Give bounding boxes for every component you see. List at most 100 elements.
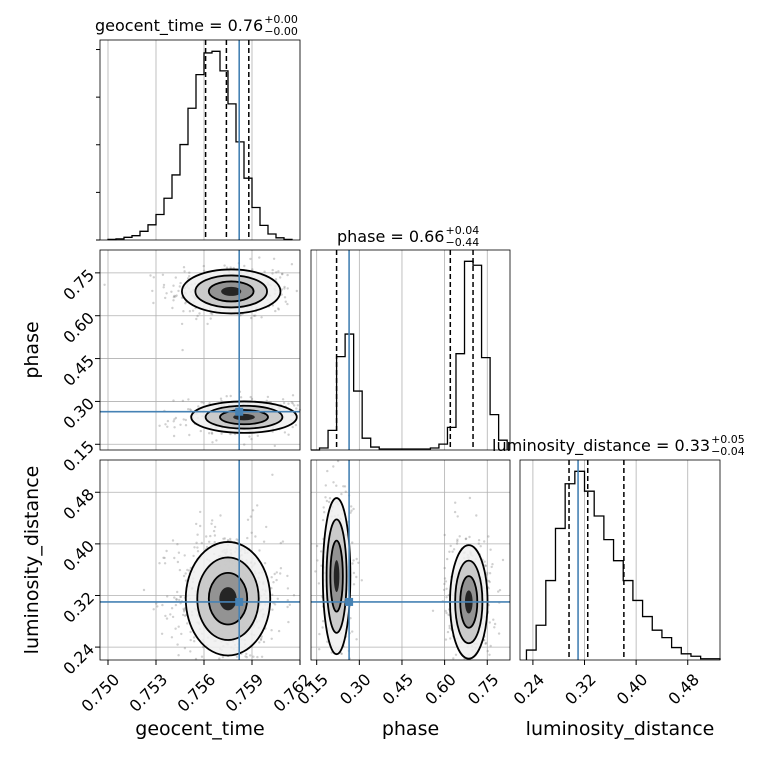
panel-frame: [99, 459, 301, 661]
x-tick-label: 0.60: [421, 670, 460, 709]
title-phase: phase = 0.66 +0.04−0.44: [337, 224, 479, 249]
scatter-point: [355, 575, 358, 579]
scatter-point: [360, 579, 363, 582]
title-plus: +0.00: [264, 13, 298, 26]
scatter-point: [220, 399, 223, 403]
truth-marker: [345, 597, 354, 606]
scatter-point: [250, 397, 254, 401]
x-tick-label: 0.45: [379, 670, 418, 709]
scatter-point: [352, 571, 356, 575]
scatter-point: [493, 622, 497, 626]
scatter-point: [349, 617, 352, 620]
x-axis-label-phase: phase: [382, 718, 439, 740]
scatter-point: [183, 270, 186, 273]
scatter-point: [164, 614, 167, 618]
scatter-point: [444, 609, 447, 613]
scatter-point: [193, 546, 196, 549]
scatter-point: [270, 587, 273, 590]
scatter-point: [192, 554, 195, 558]
scatter-point: [174, 603, 178, 607]
scatter-point: [321, 518, 325, 522]
scatter-point: [486, 649, 489, 653]
scatter-point: [182, 613, 185, 617]
scatter-point: [477, 542, 480, 545]
scatter-point: [324, 484, 327, 487]
scatter-point: [211, 519, 214, 522]
scatter-point: [273, 603, 277, 606]
scatter-point: [484, 564, 488, 568]
scatter-point: [164, 423, 167, 426]
scatter-point: [199, 524, 202, 528]
scatter-point: [270, 576, 273, 579]
scatter-point: [443, 582, 446, 586]
scatter-point: [258, 256, 261, 259]
scatter-point: [208, 432, 211, 435]
scatter-point: [173, 294, 176, 298]
scatter-point: [468, 535, 471, 539]
scatter-point: [192, 636, 196, 639]
scatter-point: [263, 562, 267, 565]
scatter-point: [475, 514, 478, 517]
scatter-point: [188, 271, 191, 274]
y-tick-label: 0.48: [59, 485, 98, 524]
scatter-point: [160, 632, 164, 635]
scatter-point: [183, 608, 186, 612]
scatter-point: [352, 507, 355, 511]
scatter-point: [445, 587, 448, 590]
scatter-point: [277, 270, 280, 273]
scatter-point: [179, 281, 182, 285]
scatter-point: [287, 402, 290, 405]
scatter-point: [229, 537, 232, 541]
truth-marker: [235, 407, 244, 416]
scatter-point: [290, 401, 293, 404]
y-tick-label: 0.30: [59, 394, 98, 433]
scatter-point: [196, 546, 199, 549]
scatter-point: [332, 481, 335, 484]
joint-panel-phase-vs-geocent_time: [99, 249, 302, 451]
y-tick-label: 0.45: [59, 351, 98, 390]
scatter-point: [454, 501, 457, 504]
x-axis-label-luminosity_distance: luminosity_distance: [526, 718, 715, 740]
scatter-point: [484, 642, 487, 645]
scatter-point: [195, 522, 198, 526]
scatter-point: [464, 537, 468, 540]
scatter-point: [175, 598, 178, 601]
scatter-point: [174, 276, 177, 279]
scatter-point: [103, 283, 106, 286]
scatter-point: [178, 568, 182, 572]
scatter-point: [177, 654, 180, 657]
x-tick-label: 0.32: [561, 670, 600, 709]
scatter-point: [445, 596, 448, 599]
scatter-point: [229, 266, 232, 269]
scatter-point: [248, 435, 251, 438]
scatter-point: [174, 627, 177, 630]
scatter-point: [188, 310, 192, 313]
scatter-point: [182, 418, 185, 421]
x-tick-label: 0.40: [613, 670, 652, 709]
title-text: phase = 0.66: [337, 227, 444, 246]
scatter-point: [286, 599, 289, 602]
scatter-point: [468, 496, 472, 500]
scatter-point: [205, 535, 208, 538]
scatter-point: [189, 408, 192, 411]
scatter-point: [164, 296, 167, 300]
scatter-point: [287, 433, 290, 436]
scatter-point: [260, 635, 263, 638]
title-text: geocent_time = 0.76: [95, 16, 263, 36]
scatter-point: [172, 399, 175, 402]
scatter-point: [483, 540, 486, 543]
scatter-point: [271, 272, 274, 275]
scatter-point: [484, 564, 487, 567]
scatter-point: [163, 562, 167, 565]
scatter-point: [165, 549, 168, 553]
scatter-point: [208, 402, 211, 405]
scatter-point: [184, 418, 187, 422]
scatter-point: [213, 540, 216, 544]
y-tick-label: 0.24: [59, 640, 98, 679]
scatter-point: [186, 622, 189, 625]
scatter-point: [179, 595, 183, 598]
scatter-point: [327, 500, 331, 504]
scatter-point: [213, 525, 217, 529]
x-tick-label: 0.753: [125, 670, 171, 716]
